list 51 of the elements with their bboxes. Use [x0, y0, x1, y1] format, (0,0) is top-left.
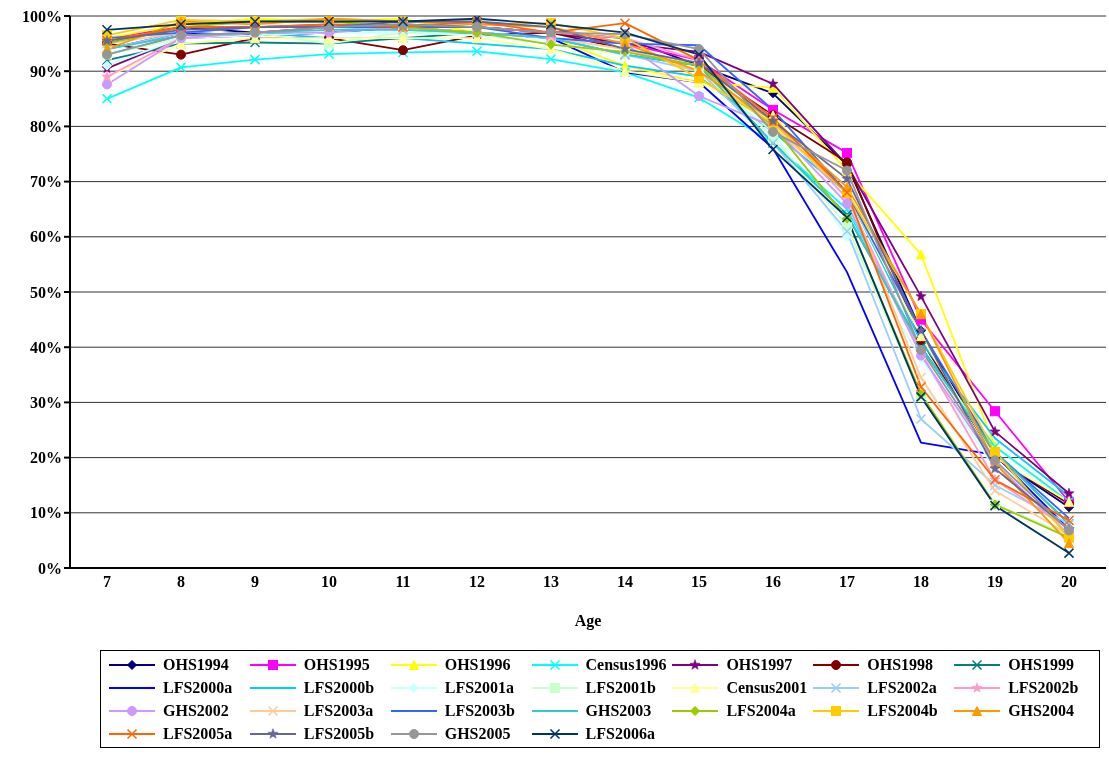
legend-label: LFS2003b	[444, 701, 515, 720]
legend-label: LFS2005a	[163, 724, 233, 743]
legend-label: LFS2002b	[1008, 678, 1079, 697]
y-tick-label: 60%	[30, 228, 62, 246]
y-tick-label: 70%	[30, 173, 62, 191]
x-tick-label: 16	[765, 573, 781, 591]
x-axis-title: Age	[574, 612, 602, 630]
y-tick-label: 90%	[30, 62, 62, 80]
x-tick-label: 15	[691, 573, 707, 591]
legend-label: OHS1995	[303, 655, 370, 674]
legend-label: OHS1999	[1008, 655, 1074, 674]
x-tick-label: 17	[839, 573, 855, 591]
x-tick-label: 20	[1061, 573, 1077, 591]
x-tick-label: 19	[987, 573, 1003, 591]
legend-label: OHS1997	[726, 655, 793, 674]
x-tick-label: 9	[251, 573, 259, 591]
legend-label: LFS2001a	[444, 678, 515, 697]
y-tick-label: 50%	[30, 283, 62, 301]
legend-label: Census2001	[726, 678, 808, 697]
legend-label: OHS1994	[163, 655, 229, 674]
x-tick-label: 18	[913, 573, 929, 591]
y-tick-label: 0%	[38, 559, 62, 577]
y-tick-label: 20%	[30, 449, 62, 467]
y-tick-label: 40%	[30, 338, 62, 356]
legend-label: LFS2000a	[163, 678, 233, 697]
y-tick-label: 10%	[30, 504, 62, 522]
y-tick-label: 30%	[30, 394, 62, 412]
legend-label: LFS2006a	[585, 724, 655, 743]
legend-label: LFS2004a	[726, 701, 796, 720]
legend-label: LFS2004b	[867, 701, 938, 720]
legend-label: Census1996	[585, 655, 667, 674]
legend-label: OHS1996	[444, 655, 511, 674]
x-tick-label: 14	[617, 573, 633, 591]
legend-label: LFS2001b	[585, 678, 656, 697]
legend-label: GHS2005	[444, 724, 511, 743]
legend-label: GHS2003	[585, 701, 652, 720]
legend-label: LFS2002a	[867, 678, 937, 697]
x-tick-label: 13	[543, 573, 559, 591]
x-tick-label: 8	[177, 573, 185, 591]
legend-label: GHS2004	[1008, 701, 1074, 720]
legend-label: LFS2003a	[303, 701, 374, 720]
legend-label: LFS2005b	[303, 724, 375, 743]
y-tick-label: 80%	[30, 118, 62, 136]
x-tick-label: 12	[469, 573, 485, 591]
legend-label: OHS1998	[867, 655, 934, 674]
x-tick-label: 7	[103, 573, 111, 591]
y-tick-label: 100%	[22, 7, 62, 25]
x-tick-label: 11	[395, 573, 411, 591]
legend-label: GHS2002	[163, 701, 229, 720]
legend-label: LFS2000b	[303, 678, 375, 697]
x-tick-label: 10	[321, 573, 337, 591]
